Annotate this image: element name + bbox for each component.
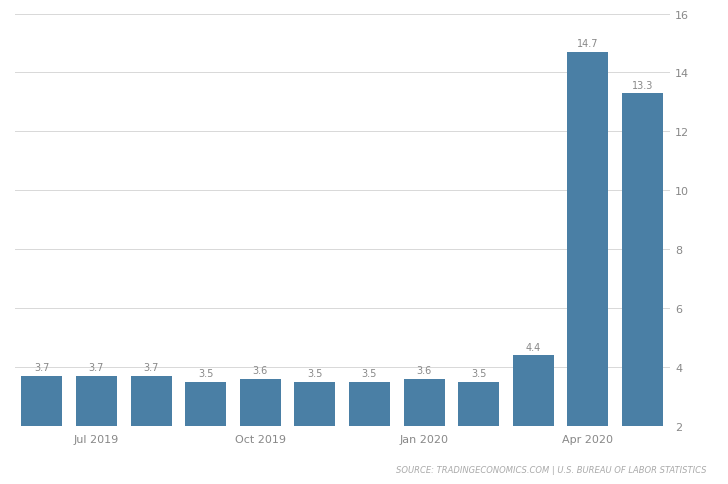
Text: 3.6: 3.6 bbox=[416, 365, 432, 376]
Text: 13.3: 13.3 bbox=[632, 80, 653, 91]
Bar bbox=[349, 382, 390, 484]
Bar bbox=[513, 355, 554, 484]
Bar bbox=[185, 382, 226, 484]
Text: 3.6: 3.6 bbox=[253, 365, 268, 376]
Text: 3.7: 3.7 bbox=[143, 363, 159, 373]
Text: 4.4: 4.4 bbox=[526, 342, 541, 352]
Text: SOURCE: TRADINGECONOMICS.COM | U.S. BUREAU OF LABOR STATISTICS: SOURCE: TRADINGECONOMICS.COM | U.S. BURE… bbox=[395, 465, 706, 474]
Bar bbox=[294, 382, 336, 484]
Text: 3.7: 3.7 bbox=[34, 363, 50, 373]
Bar bbox=[458, 382, 499, 484]
Bar bbox=[567, 53, 609, 484]
Text: 3.5: 3.5 bbox=[307, 368, 323, 378]
Bar bbox=[240, 379, 281, 484]
Bar bbox=[21, 376, 63, 484]
Text: 3.7: 3.7 bbox=[89, 363, 104, 373]
Bar bbox=[76, 376, 117, 484]
Bar bbox=[622, 94, 663, 484]
Text: 3.5: 3.5 bbox=[198, 368, 213, 378]
Bar bbox=[403, 379, 445, 484]
Bar bbox=[130, 376, 172, 484]
Text: 3.5: 3.5 bbox=[362, 368, 377, 378]
Text: 14.7: 14.7 bbox=[577, 39, 598, 49]
Text: 3.5: 3.5 bbox=[471, 368, 486, 378]
